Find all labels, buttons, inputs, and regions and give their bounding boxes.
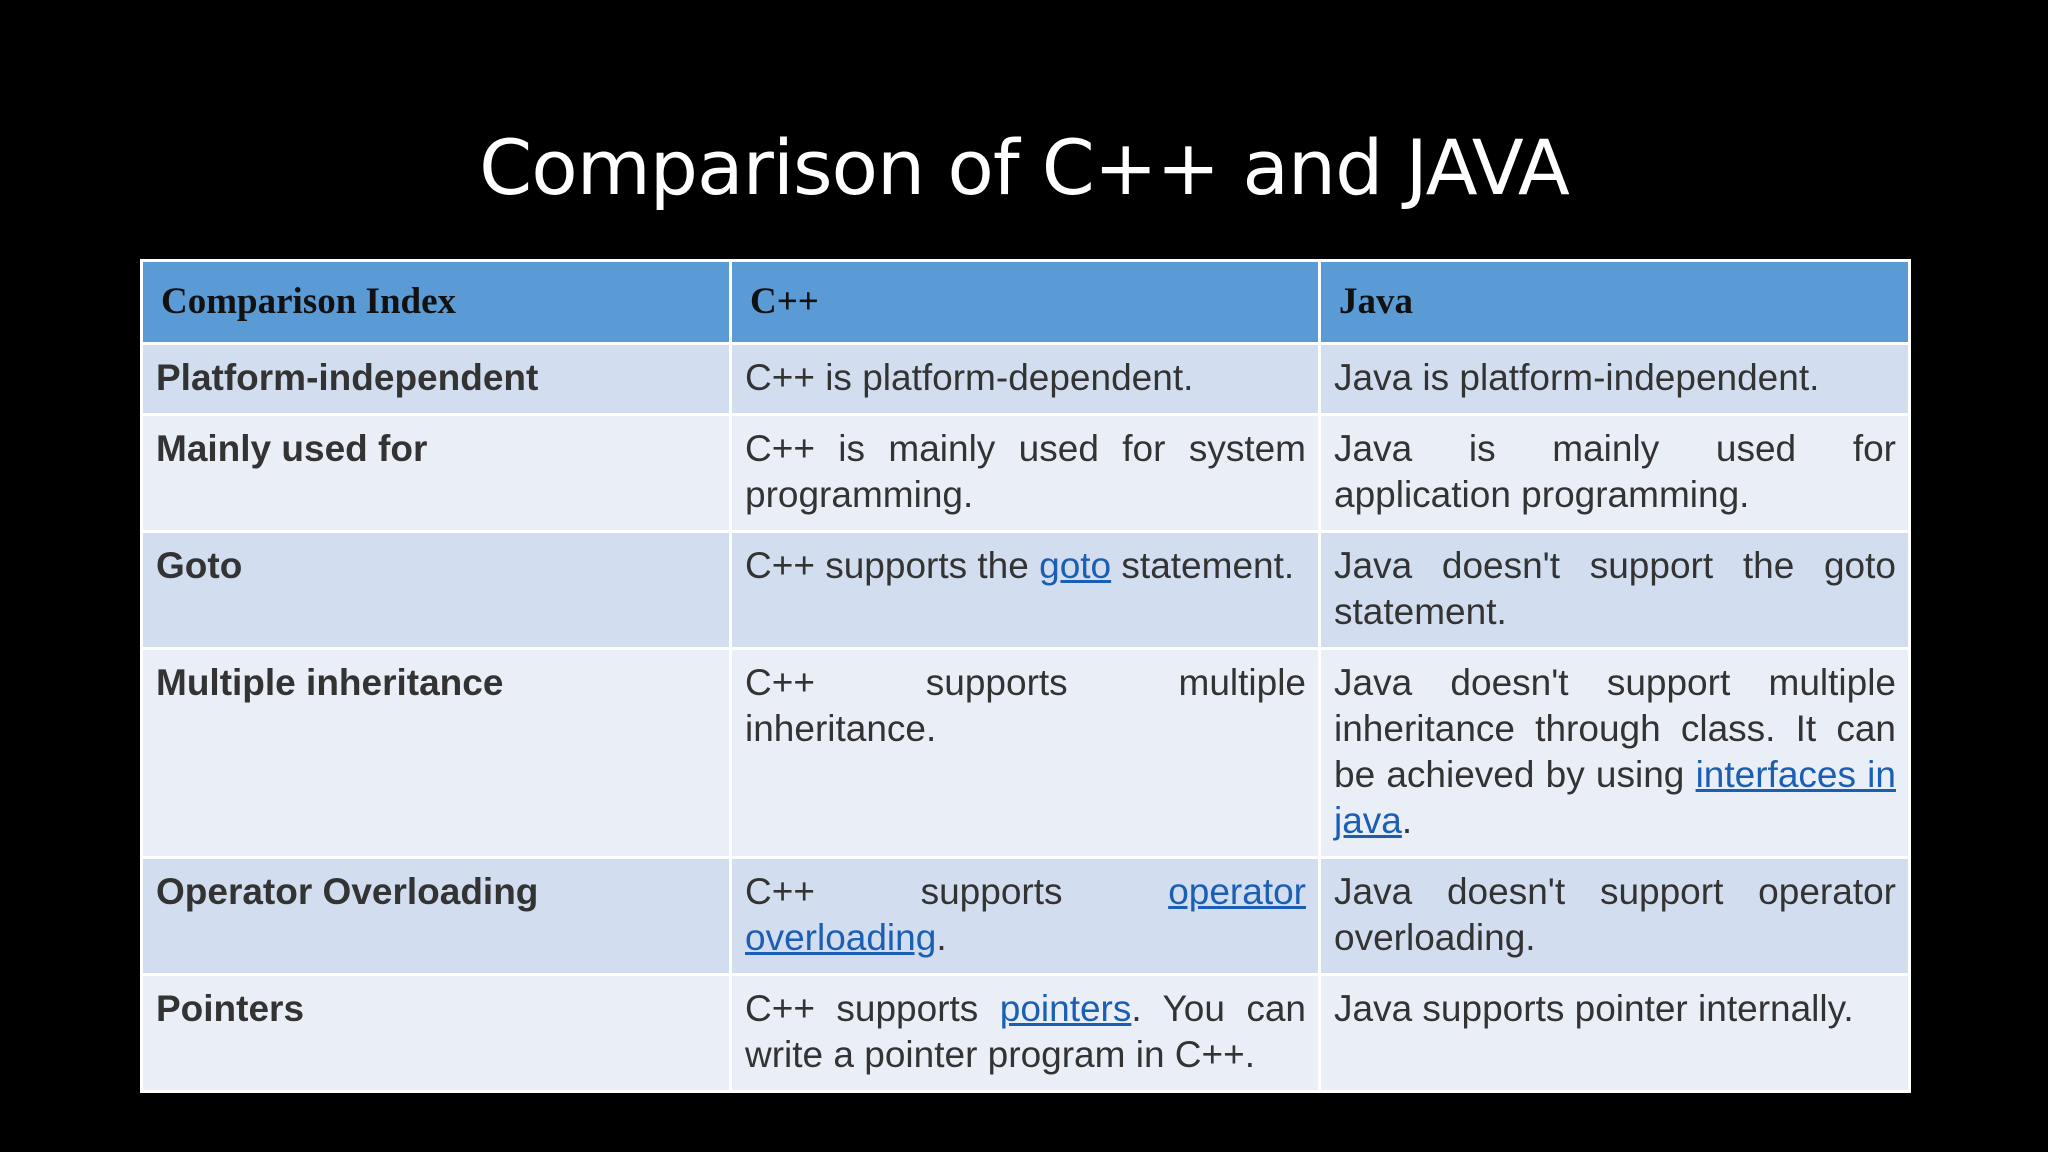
cell-text: C++ supports — [745, 988, 1000, 1029]
cell-text: Java supports pointer internally. — [1334, 988, 1854, 1029]
link[interactable]: goto — [1039, 545, 1112, 586]
table-row: Goto C++ supports the goto statement. Java… — [140, 530, 1911, 650]
cell-text: Java is mainly used for application prog… — [1334, 428, 1896, 515]
cell-text: Java doesn't support the goto statement. — [1334, 545, 1896, 632]
link[interactable]: operator overloading — [745, 871, 1306, 958]
table-cell: Java is mainly used for application prog… — [1318, 413, 1911, 533]
cell-text: . You can write a pointer program in C++… — [745, 988, 1306, 1075]
row-label-cell: Mainly used for — [140, 413, 732, 533]
cell-text: Pointers — [156, 988, 305, 1029]
slide-title: Comparison of C++ and JAVA — [479, 123, 1570, 212]
cell-text: Platform-independent — [156, 357, 539, 398]
cell-text: C++ is platform-dependent. — [745, 357, 1194, 398]
table-cell: Java doesn't support operator overloadin… — [1318, 856, 1911, 976]
table-cell: C++ is mainly used for system programmin… — [729, 413, 1321, 533]
cell-text: . — [1401, 800, 1413, 841]
table-cell: C++ supports multiple inheritance. — [729, 647, 1321, 859]
cell-text: Operator Overloading — [156, 871, 539, 912]
cell-text: Java doesn't support multiple inheritanc… — [1334, 662, 1896, 795]
table-row: Pointers C++ supports pointers. You can w… — [140, 973, 1911, 1093]
row-label-cell: Multiple inheritance — [140, 647, 732, 859]
table-row: Operator Overloading C++ supports operato… — [140, 856, 1911, 976]
table-cell: Java supports pointer internally. — [1318, 973, 1911, 1093]
table-row: Multiple inheritance C++ supports multipl… — [140, 647, 1911, 859]
table-row: Mainly used for C++ is mainly used for sy… — [140, 413, 1911, 533]
table-cell: Java is platform-independent. — [1318, 342, 1911, 416]
cell-text: C++ supports multiple inheritance. — [745, 662, 1306, 749]
table-cell: C++ supports operator overloading. — [729, 856, 1321, 976]
table-cell: C++ supports pointers. You can write a p… — [729, 973, 1321, 1093]
header-cell: Comparison Index — [140, 259, 732, 345]
table-body: Platform-independent C++ is platform-depe… — [140, 342, 1911, 1093]
cell-text: C++ is mainly used for system programmin… — [745, 428, 1306, 515]
cell-text: Java is platform-independent. — [1334, 357, 1820, 398]
header-cell: C++ — [729, 259, 1321, 345]
cell-text: C++ supports the — [745, 545, 1040, 586]
row-label-cell: Goto — [140, 530, 732, 650]
table-cell: Java doesn't support the goto statement. — [1318, 530, 1911, 650]
row-label-cell: Platform-independent — [140, 342, 732, 416]
cell-text: Multiple inheritance — [156, 662, 504, 703]
link[interactable]: pointers — [999, 988, 1132, 1029]
comparison-table: Comparison Index C++ Java Platform-indepen… — [140, 259, 1911, 1093]
cell-text: Goto — [156, 545, 243, 586]
table-cell: C++ supports the goto statement. — [729, 530, 1321, 650]
header-row: Comparison Index C++ Java — [140, 259, 1911, 345]
table-cell: C++ is platform-dependent. — [729, 342, 1321, 416]
cell-text: statement. — [1111, 545, 1295, 586]
cell-text: C++ supports — [745, 871, 1169, 912]
header-cell: Java — [1318, 259, 1911, 345]
row-label-cell: Operator Overloading — [140, 856, 732, 976]
cell-text: Mainly used for — [156, 428, 428, 469]
cell-text: Java doesn't support operator overloadin… — [1334, 871, 1896, 958]
table-cell: Java doesn't support multiple inheritanc… — [1318, 647, 1911, 859]
table-row: Platform-independent C++ is platform-depe… — [140, 342, 1911, 416]
cell-text: . — [936, 917, 947, 958]
row-label-cell: Pointers — [140, 973, 732, 1093]
link[interactable]: interfaces in java — [1334, 754, 1896, 841]
